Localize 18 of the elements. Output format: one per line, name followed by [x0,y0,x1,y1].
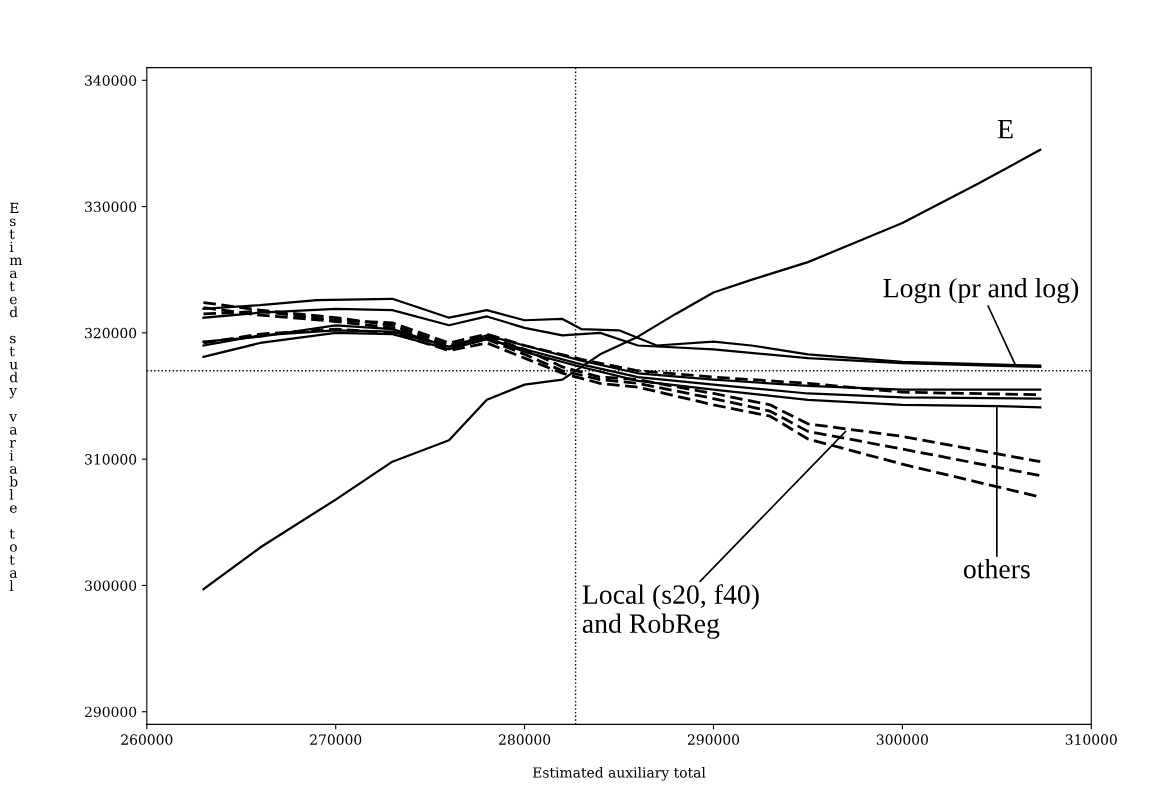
x-tick-label: 280000 [499,734,551,745]
annotation: E [997,120,1013,139]
x-tick-label: 290000 [687,734,740,745]
annotation: others [963,558,1030,579]
y-tick-label: 290000 [85,706,137,718]
text: Estimated study variable total [9,202,23,591]
y-tick-label: 310000 [85,454,137,465]
x-tick-label: 260000 [121,734,173,745]
y-tick-label: 300000 [85,580,137,591]
y-tick-label: 340000 [85,75,137,86]
y-tick-label: 320000 [85,327,137,339]
annotation: Local (s20, f40) and RobReg [582,584,759,639]
x-tick-label: 270000 [310,734,362,745]
annotation: Logn (pr and log) [883,277,1079,304]
x-tick-label: 300000 [876,734,928,745]
x-tick-label: 310000 [1065,734,1117,745]
y-tick-label: 330000 [85,201,137,213]
x-axis-title: Estimated auxiliary total [532,766,706,781]
